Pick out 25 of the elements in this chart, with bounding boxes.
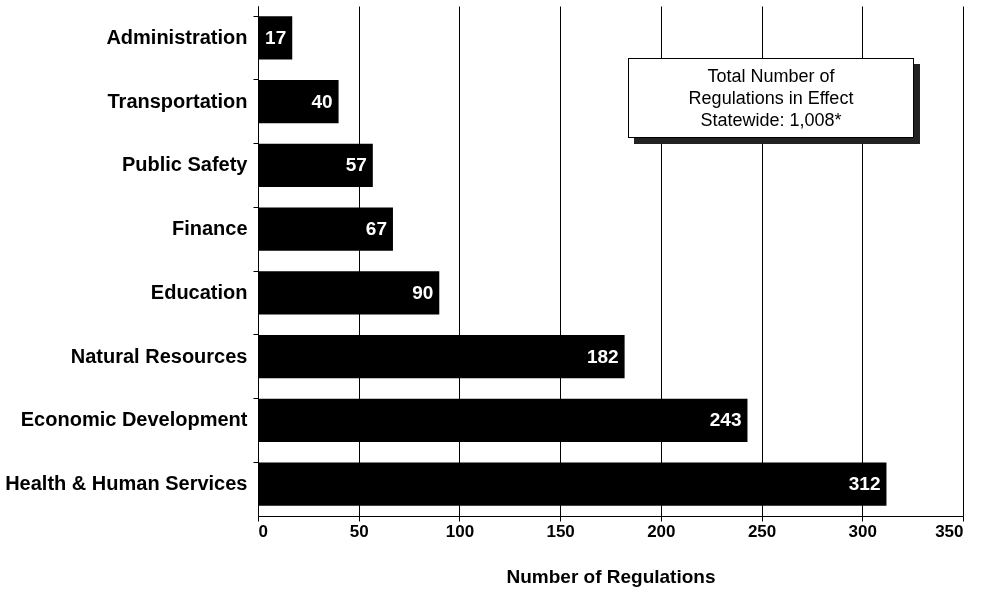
y-tick-label: Health & Human Services <box>5 472 248 495</box>
y-tick-label: Natural Resources <box>70 344 248 367</box>
data-label: 57 <box>345 154 367 176</box>
x-tick-label: 150 <box>546 521 575 541</box>
y-tick-label: Administration <box>106 25 248 48</box>
y-tick-label: Finance <box>171 217 248 240</box>
data-label: 67 <box>365 218 387 240</box>
x-tick-label: 200 <box>647 521 676 541</box>
x-tick-label: 350 <box>935 521 964 541</box>
data-label: 90 <box>412 281 434 303</box>
x-tick-label: 250 <box>747 521 777 541</box>
data-label: 243 <box>709 409 742 431</box>
y-tick-label: Education <box>150 280 248 303</box>
x-tick-label: 50 <box>349 521 369 541</box>
x-tick-label: 100 <box>445 521 475 541</box>
x-tick-label: 0 <box>258 521 268 541</box>
x-tick-label: 300 <box>848 521 877 541</box>
y-tick-label: Transportation <box>107 89 248 112</box>
y-tick-label: Public Safety <box>121 153 249 176</box>
y-tick-label: Economic Development <box>20 408 248 431</box>
data-label: 182 <box>586 345 619 367</box>
data-label: 17 <box>265 26 287 48</box>
data-label: 312 <box>848 473 881 495</box>
data-label: 40 <box>311 90 333 112</box>
x-axis-title: Number of Regulations <box>506 565 716 587</box>
